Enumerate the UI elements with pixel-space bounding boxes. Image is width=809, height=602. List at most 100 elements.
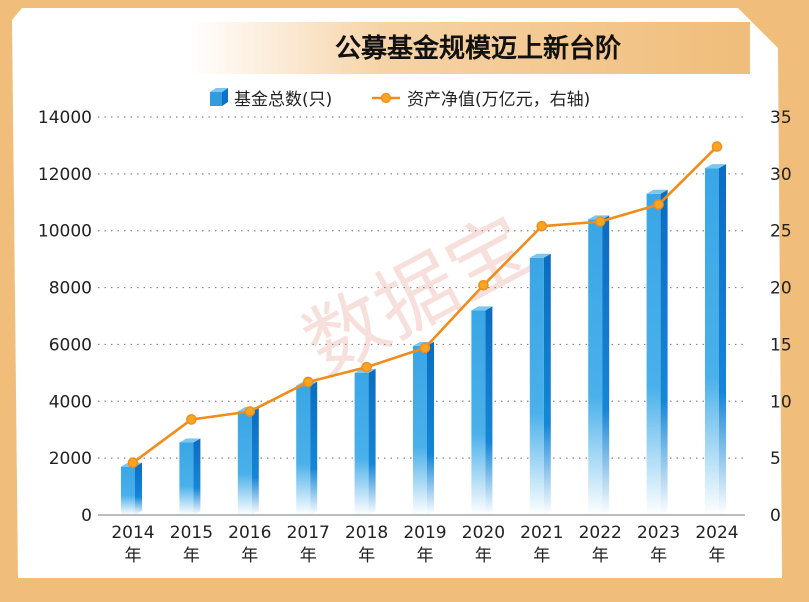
- legend-bar-label: 基金总数(只): [234, 90, 332, 110]
- bar-side: [543, 253, 551, 515]
- bar-side: [602, 215, 610, 516]
- category-label: 2021: [520, 523, 563, 543]
- bar: [413, 341, 434, 515]
- legend-line-swatch: [372, 92, 400, 104]
- category-label: 2024: [695, 523, 738, 543]
- title-band: [190, 22, 750, 74]
- bar-side: [135, 462, 142, 515]
- left-tick-label: 2000: [49, 449, 92, 469]
- legend-line-label: 资产净值(万亿元，右轴): [407, 90, 590, 110]
- line-point: [594, 216, 606, 227]
- bar-top: [705, 164, 726, 169]
- bar-side: [660, 189, 668, 515]
- right-tick-label: 20: [770, 279, 792, 299]
- line-point: [186, 414, 197, 425]
- category-suffix: 年: [241, 546, 258, 566]
- category-label: 2015: [170, 523, 213, 543]
- bar: [121, 462, 142, 515]
- line-point: [711, 141, 723, 152]
- line-point: [127, 457, 139, 468]
- legend: 基金总数(只) 资产净值(万亿元，右轴): [210, 88, 590, 110]
- bar: [354, 368, 376, 515]
- x-axis: 2014 年 2015 年 2016 年 2017 年 2018 年 2019 年 2020 年 2021 年…: [98, 514, 745, 566]
- left-tick-label: 10000: [38, 222, 92, 242]
- right-tick-label: 10: [770, 392, 792, 412]
- line-point: [478, 279, 489, 291]
- left-tick-label: 14000: [38, 108, 92, 128]
- left-tick-label: 0: [81, 506, 92, 526]
- bar-side: [719, 164, 726, 515]
- left-tick-label: 6000: [49, 335, 92, 355]
- line-point: [536, 220, 548, 232]
- category-suffix: 年: [125, 546, 142, 566]
- category-suffix: 年: [533, 546, 550, 566]
- right-tick-label: 35: [770, 108, 792, 128]
- bar-top: [646, 189, 668, 194]
- category-suffix: 年: [417, 546, 434, 566]
- category-label: 2022: [579, 523, 622, 543]
- category-label: 2019: [403, 523, 446, 543]
- left-tick-label: 4000: [49, 392, 92, 412]
- line-point: [419, 342, 431, 354]
- bar: [179, 438, 201, 515]
- left-axis: 0 2000 4000 6000 8000 10000 12000 14000: [38, 108, 92, 526]
- bar-side: [251, 407, 259, 515]
- bar-front: [471, 310, 486, 515]
- right-tick-label: 25: [770, 222, 792, 242]
- category-suffix: 年: [650, 546, 667, 566]
- line-layer: [127, 141, 723, 468]
- category-label: 2020: [462, 523, 505, 543]
- bar-front: [237, 411, 252, 515]
- bar-front: [588, 219, 603, 516]
- line-point: [653, 199, 664, 210]
- bar: [529, 253, 551, 515]
- bar-front: [529, 257, 544, 515]
- bar: [296, 381, 318, 515]
- bar: [237, 407, 259, 515]
- bar: [646, 189, 668, 515]
- bar-front: [121, 466, 135, 515]
- bar-side: [427, 341, 434, 515]
- line-point: [244, 406, 256, 417]
- bar-side: [368, 368, 376, 515]
- right-tick-label: 0: [770, 506, 781, 526]
- line-point: [361, 361, 372, 373]
- left-tick-label: 8000: [49, 279, 92, 299]
- category-label: 2017: [287, 523, 330, 543]
- bar-front: [296, 385, 311, 515]
- bar: [705, 164, 726, 515]
- category-suffix: 年: [592, 546, 609, 566]
- category-suffix: 年: [183, 546, 200, 566]
- right-tick-label: 15: [770, 335, 792, 355]
- bar: [588, 215, 610, 516]
- left-tick-label: 12000: [38, 165, 92, 185]
- bar-top: [471, 306, 493, 311]
- bar-front: [646, 193, 661, 515]
- category-label: 2018: [345, 523, 388, 543]
- bar-front: [413, 345, 427, 515]
- category-label: 2016: [228, 523, 271, 543]
- bar-front: [179, 442, 194, 515]
- category-label: 2023: [637, 523, 680, 543]
- bar-top: [529, 253, 551, 258]
- legend-bar-swatch: [210, 88, 228, 106]
- right-axis: 0 5 10 15 20 25 30 35: [770, 108, 792, 526]
- bar-side: [193, 438, 201, 515]
- chart-title: 公募基金规模迈上新台阶: [335, 33, 621, 64]
- category-suffix: 年: [475, 546, 492, 566]
- category-suffix: 年: [709, 546, 726, 566]
- right-tick-label: 30: [770, 165, 792, 185]
- category-label: 2014: [111, 523, 154, 543]
- bar-top: [179, 438, 201, 443]
- bar-side: [485, 306, 493, 515]
- line-point: [302, 376, 314, 388]
- bar-front: [705, 168, 719, 515]
- category-suffix: 年: [300, 546, 317, 566]
- bars-layer: [121, 164, 726, 516]
- right-tick-label: 5: [770, 449, 781, 469]
- category-suffix: 年: [358, 546, 375, 566]
- bar-front: [354, 372, 369, 515]
- bar: [471, 306, 493, 515]
